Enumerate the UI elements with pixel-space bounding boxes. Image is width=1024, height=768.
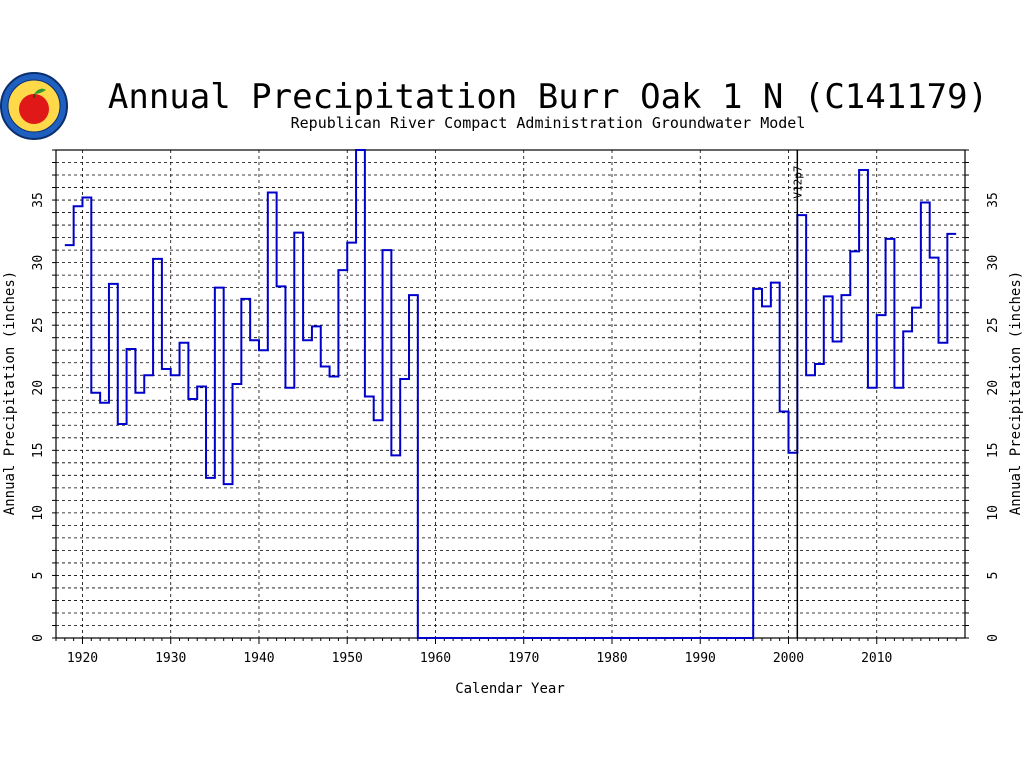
- y-tick-label: 15: [31, 442, 46, 458]
- x-tick-label: 1940: [243, 651, 274, 666]
- precipitation-step-line: [64, 149, 957, 639]
- x-tick-label: 1930: [155, 651, 186, 666]
- y-tick-label-right: 10: [986, 505, 1001, 521]
- y-tick-label-right: 35: [986, 192, 1001, 208]
- y-axis-ticks: 0 5 10 15 20 25 30 35: [31, 149, 56, 642]
- y-tick-label: 5: [31, 572, 46, 580]
- y-axis-label: Annual Precipitation (inches): [2, 271, 18, 515]
- x-tick-label: 1960: [420, 651, 451, 666]
- x-tick-label: 1990: [685, 651, 716, 666]
- y-tick-label: 35: [31, 192, 46, 208]
- y-axis-right-ticks: 0 5 10 15 20 25 30 35: [965, 149, 1001, 642]
- x-tick-label: 1970: [508, 651, 539, 666]
- y-tick-label: 0: [31, 634, 46, 642]
- plot-frame: [55, 149, 966, 639]
- x-axis-ticks: 1920 1930 1940 1950 1960 1970 1980 1990 2000 2010: [55, 638, 957, 666]
- y-tick-label-right: 5: [986, 572, 1001, 580]
- y-tick-label-right: 0: [986, 634, 1001, 642]
- y-axis-label-right: Annual Precipitation (inches): [1008, 271, 1024, 515]
- y-tick-label-right: 20: [986, 380, 1001, 396]
- x-axis-label: Calendar Year: [455, 681, 565, 697]
- series: [64, 149, 957, 639]
- x-tick-label: 2000: [773, 651, 804, 666]
- y-tick-label: 20: [31, 380, 46, 396]
- y-tick-label: 25: [31, 317, 46, 333]
- marker: V12p7: [791, 150, 804, 638]
- x-tick-label: 1980: [596, 651, 627, 666]
- plot-border: [55, 149, 966, 639]
- y-tick-label: 10: [31, 505, 46, 521]
- y-tick-label-right: 25: [986, 317, 1001, 333]
- x-tick-label: 2010: [861, 651, 892, 666]
- y-tick-label: 30: [31, 255, 46, 271]
- logo-seal: [0, 72, 68, 140]
- marker-label: V12p7: [791, 165, 804, 198]
- y-tick-label-right: 30: [986, 255, 1001, 271]
- grid: [56, 150, 965, 638]
- x-tick-label: 1950: [332, 651, 363, 666]
- chart-title: Annual Precipitation Burr Oak 1 N (C1411…: [108, 77, 988, 117]
- x-tick-label: 1920: [67, 651, 98, 666]
- y-tick-label-right: 15: [986, 442, 1001, 458]
- chart-subtitle: Republican River Compact Administration …: [291, 114, 806, 132]
